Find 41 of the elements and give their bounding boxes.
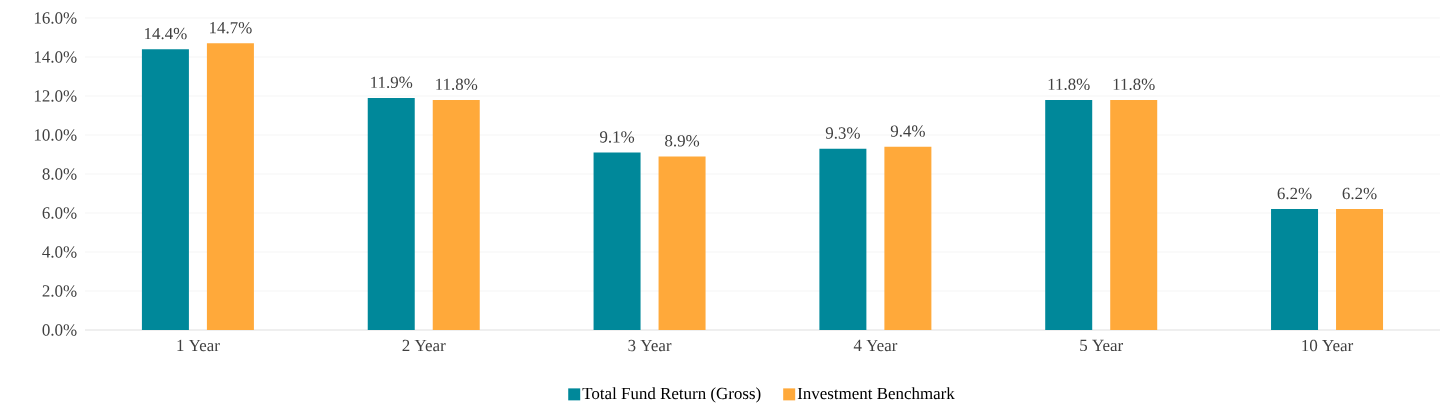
data-label: 14.7% — [210, 22, 252, 34]
bar — [206, 43, 254, 330]
bar — [593, 152, 641, 330]
x-tick-label: 2 Year — [402, 339, 446, 352]
data-label: 14.4% — [145, 27, 187, 40]
bar — [1336, 209, 1384, 330]
y-tick-label: 12.0% — [34, 90, 77, 102]
bar — [1045, 99, 1093, 330]
y-tick-label: 16.0% — [34, 12, 77, 24]
data-label: 11.8% — [1113, 78, 1155, 91]
data-label: 11.9% — [371, 76, 413, 89]
y-tick-label: 0.0% — [42, 324, 77, 336]
bar — [1271, 209, 1319, 330]
data-label: 9.1% — [599, 131, 635, 143]
y-tick-label: 14.0% — [34, 51, 77, 63]
x-tick-label: 4 Year — [853, 339, 898, 352]
bar — [367, 97, 415, 330]
bar — [1110, 99, 1158, 330]
data-label: 9.4% — [890, 125, 925, 137]
bar — [819, 148, 867, 330]
y-tick-label: 6.0% — [42, 207, 77, 219]
bar — [141, 49, 189, 330]
x-tick-label: 5 Year — [1080, 339, 1124, 352]
data-label: 9.3% — [825, 127, 860, 139]
data-label: 6.2% — [1277, 187, 1312, 200]
legend-label: Investment Benchmark — [797, 387, 955, 400]
data-label: 8.9% — [665, 135, 700, 147]
data-label: 6.2% — [1342, 187, 1377, 200]
y-tick-label: 10.0% — [34, 129, 77, 141]
bar — [432, 99, 480, 330]
data-label: 11.8% — [1048, 78, 1090, 91]
y-tick-label: 2.0% — [42, 285, 77, 297]
y-tick-label: 4.0% — [42, 246, 77, 258]
bar — [658, 156, 706, 330]
data-label: 11.8% — [436, 78, 478, 91]
x-tick-label: 10 Year — [1302, 339, 1354, 352]
x-tick-label: 1 Year — [177, 339, 220, 352]
y-tick-label: 8.0% — [42, 168, 77, 180]
bar — [884, 146, 932, 330]
legend-label: Total Fund Return (Gross) — [582, 387, 761, 403]
x-tick-label: 3 Year — [628, 339, 672, 352]
